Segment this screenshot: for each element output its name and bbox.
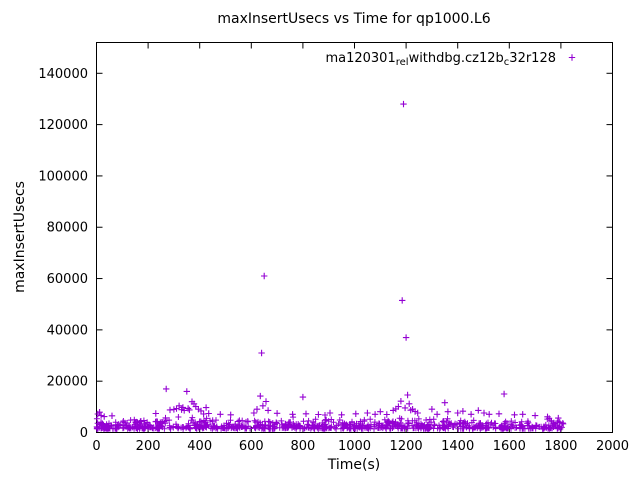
y-tick-label: 0 — [80, 426, 88, 441]
legend-marker-icon — [568, 54, 576, 61]
baseline-points — [93, 412, 567, 432]
y-tick-label: 40000 — [47, 323, 88, 338]
x-tick-label: 200 — [136, 439, 161, 454]
legend-label: ma120301relwithdbg.cz12bc32r128 — [325, 51, 556, 68]
x-tick-label: 1400 — [441, 439, 474, 454]
legend: ma120301relwithdbg.cz12bc32r128 — [325, 51, 576, 68]
y-tick-label: 140000 — [38, 67, 88, 82]
y-tick-label: 120000 — [38, 118, 88, 133]
x-axis-ticks: 0 200 400 600 800 1000 1200 1400 1600 1800 2000 — [92, 42, 629, 454]
series-points — [93, 100, 567, 432]
y-axis-ticks: 0 20000 40000 60000 80000 100000 120000 140000 — [38, 67, 613, 441]
x-tick-label: 1800 — [544, 439, 577, 454]
y-tick-label: 20000 — [47, 375, 88, 390]
x-tick-label: 1600 — [493, 439, 526, 454]
x-axis-label: Time(s) — [327, 457, 381, 473]
x-tick-label: 1000 — [338, 439, 371, 454]
x-tick-label: 800 — [290, 439, 315, 454]
x-tick-label: 600 — [239, 439, 264, 454]
x-tick-label: 0 — [92, 439, 100, 454]
outlier-points — [94, 100, 562, 422]
y-tick-label: 60000 — [47, 272, 88, 287]
y-tick-label: 80000 — [47, 221, 88, 236]
y-tick-label: 100000 — [38, 169, 88, 184]
x-tick-label: 1200 — [390, 439, 423, 454]
chart-title: maxInsertUsecs vs Time for qp1000.L6 — [217, 11, 491, 27]
plot-border — [96, 42, 613, 433]
x-tick-label: 400 — [187, 439, 212, 454]
x-tick-label: 2000 — [596, 439, 629, 454]
